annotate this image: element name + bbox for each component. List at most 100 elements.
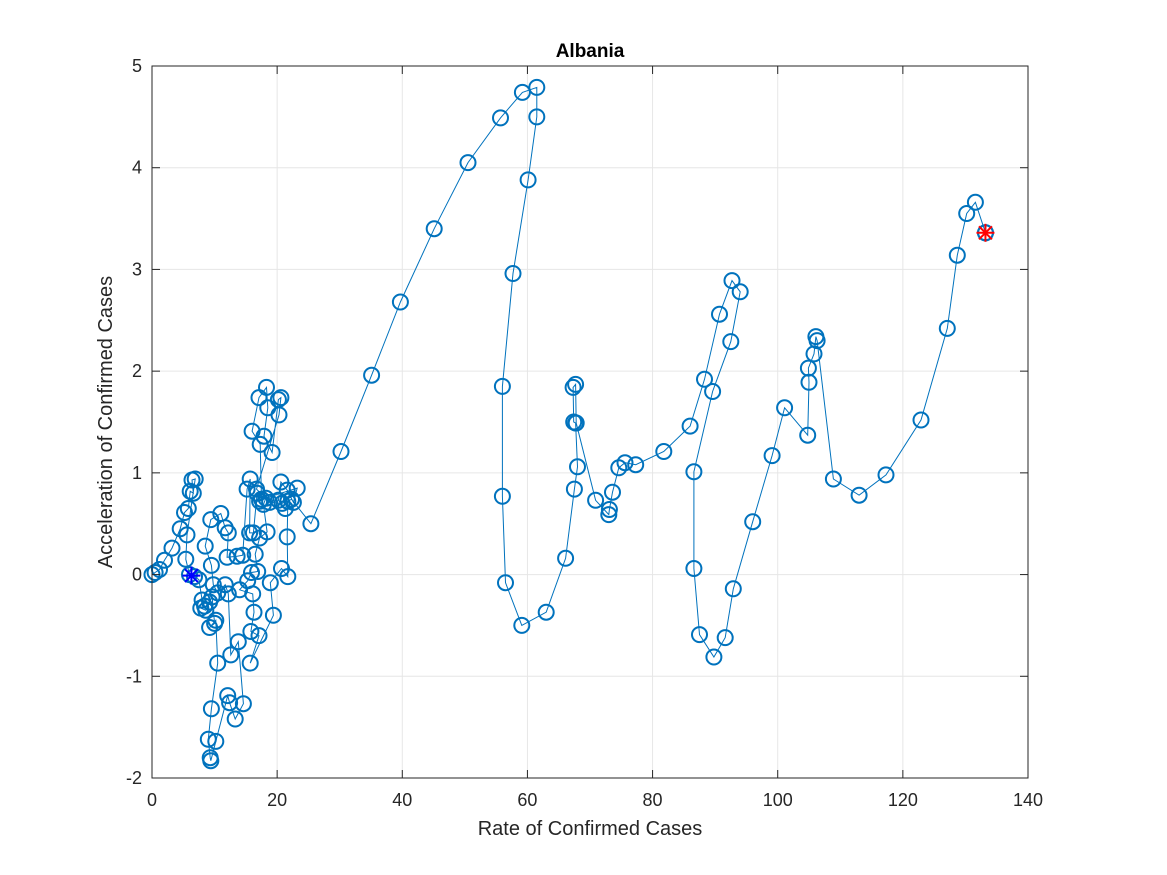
data-point <box>221 694 239 712</box>
data-point <box>600 506 618 524</box>
data-point <box>504 265 522 282</box>
data-point <box>263 444 281 461</box>
data-point <box>528 108 546 126</box>
data-point <box>244 585 262 603</box>
data-point <box>493 377 511 395</box>
y-tick-label: 2 <box>132 361 142 381</box>
data-point <box>763 447 781 465</box>
data-point <box>824 470 842 488</box>
data-point <box>565 480 583 498</box>
y-axis-label: Acceleration of Confirmed Cases <box>95 276 117 568</box>
data-point <box>808 332 826 350</box>
y-tick-label: 1 <box>132 463 142 483</box>
data-point <box>251 529 269 547</box>
data-point <box>249 563 267 580</box>
data-point <box>241 654 259 672</box>
data-point <box>186 470 204 488</box>
plot-area <box>152 66 1028 778</box>
start-marker <box>182 566 201 585</box>
data-point <box>273 494 291 512</box>
data-point <box>253 490 270 508</box>
data-point <box>261 574 279 592</box>
y-tick-label: 5 <box>132 56 142 76</box>
ticks: 0 20 40 60 80 100 120 140 -2 -1 0 1 2 3 4 5 <box>126 56 1043 810</box>
y-tick-label: -1 <box>126 666 142 686</box>
data-point <box>723 272 741 290</box>
data-point <box>258 378 275 396</box>
data-point <box>255 427 273 445</box>
data-point <box>850 486 868 504</box>
data-point <box>799 359 817 377</box>
data-point <box>912 411 930 429</box>
data-point <box>179 500 197 517</box>
data-point <box>238 480 256 498</box>
data-point <box>202 556 220 574</box>
x-tick-label: 80 <box>643 790 663 810</box>
data-point <box>705 648 723 666</box>
data-point <box>264 606 282 624</box>
data-point <box>196 537 214 555</box>
data-point <box>363 366 381 384</box>
data-point <box>219 687 237 705</box>
data-point <box>776 399 794 417</box>
data-point <box>604 483 621 501</box>
data-point <box>958 205 976 222</box>
data-point <box>229 633 247 651</box>
data-point <box>691 626 708 644</box>
data-point <box>243 564 260 581</box>
data-point <box>207 732 225 750</box>
data-point <box>202 700 220 718</box>
data-point <box>557 549 575 567</box>
data-point <box>242 623 260 640</box>
data-point <box>704 383 722 400</box>
data-point <box>655 443 673 460</box>
chart-title: Albania <box>556 41 625 62</box>
data-point <box>222 646 240 664</box>
data-point <box>209 654 227 672</box>
data-point <box>226 710 244 728</box>
data-point <box>600 501 618 518</box>
special-markers <box>182 223 995 585</box>
data-point <box>178 526 196 544</box>
data-point <box>248 480 265 498</box>
y-tick-label: -2 <box>126 768 142 788</box>
data-point <box>163 539 181 557</box>
data-point <box>332 443 350 460</box>
data-point <box>497 574 514 592</box>
data-point <box>186 568 203 586</box>
data-point <box>696 370 713 388</box>
data-point <box>537 603 555 621</box>
data-point <box>724 580 742 598</box>
data-point <box>425 220 443 238</box>
data-series <box>143 78 994 770</box>
data-point <box>391 293 409 311</box>
data-point <box>492 109 509 127</box>
data-point <box>681 417 699 435</box>
data-point <box>209 584 227 602</box>
data-point <box>204 576 222 594</box>
data-point <box>278 528 296 546</box>
data-point <box>272 389 290 407</box>
data-point <box>207 611 225 629</box>
x-tick-label: 140 <box>1013 790 1043 810</box>
data-point <box>251 435 269 453</box>
data-point <box>261 493 279 511</box>
data-point <box>938 319 956 337</box>
data-point <box>722 333 740 351</box>
data-point <box>245 603 263 621</box>
data-point <box>234 546 252 564</box>
data-point <box>197 601 215 619</box>
y-tick-label: 0 <box>132 565 142 585</box>
y-tick-label: 3 <box>132 259 142 279</box>
data-point <box>685 463 703 481</box>
data-point <box>627 456 645 474</box>
data-point <box>219 585 237 603</box>
x-tick-label: 100 <box>763 790 793 810</box>
data-point <box>219 524 237 542</box>
data-point <box>587 491 605 509</box>
x-axis-label: Rate of Confirmed Cases <box>478 818 703 840</box>
data-point <box>685 560 703 577</box>
data-point <box>513 616 531 634</box>
data-point <box>459 154 477 172</box>
